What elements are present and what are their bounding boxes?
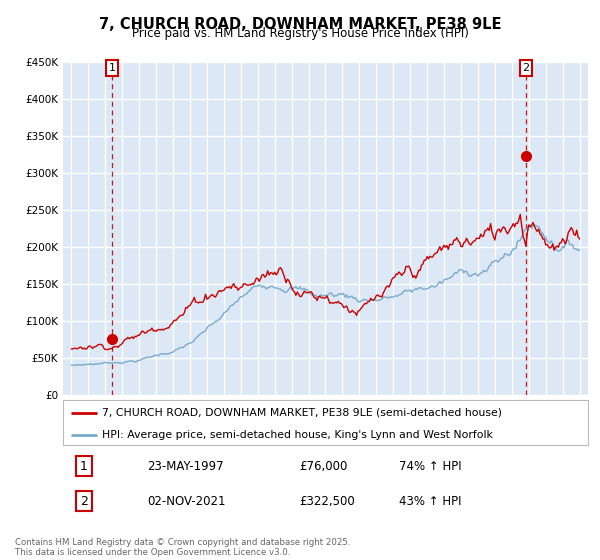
Text: HPI: Average price, semi-detached house, King's Lynn and West Norfolk: HPI: Average price, semi-detached house,… [103,430,493,440]
Text: 02-NOV-2021: 02-NOV-2021 [147,494,226,508]
Text: 1: 1 [80,460,88,473]
Text: Price paid vs. HM Land Registry's House Price Index (HPI): Price paid vs. HM Land Registry's House … [131,27,469,40]
Text: £76,000: £76,000 [299,460,347,473]
Text: 43% ↑ HPI: 43% ↑ HPI [399,494,461,508]
Text: 7, CHURCH ROAD, DOWNHAM MARKET, PE38 9LE (semi-detached house): 7, CHURCH ROAD, DOWNHAM MARKET, PE38 9LE… [103,408,502,418]
Text: Contains HM Land Registry data © Crown copyright and database right 2025.
This d: Contains HM Land Registry data © Crown c… [15,538,350,557]
Text: 2: 2 [523,63,530,73]
Text: £322,500: £322,500 [299,494,355,508]
Text: 74% ↑ HPI: 74% ↑ HPI [399,460,461,473]
Text: 1: 1 [109,63,115,73]
Text: 2: 2 [80,494,88,508]
Text: 7, CHURCH ROAD, DOWNHAM MARKET, PE38 9LE: 7, CHURCH ROAD, DOWNHAM MARKET, PE38 9LE [99,17,501,32]
Text: 23-MAY-1997: 23-MAY-1997 [147,460,224,473]
